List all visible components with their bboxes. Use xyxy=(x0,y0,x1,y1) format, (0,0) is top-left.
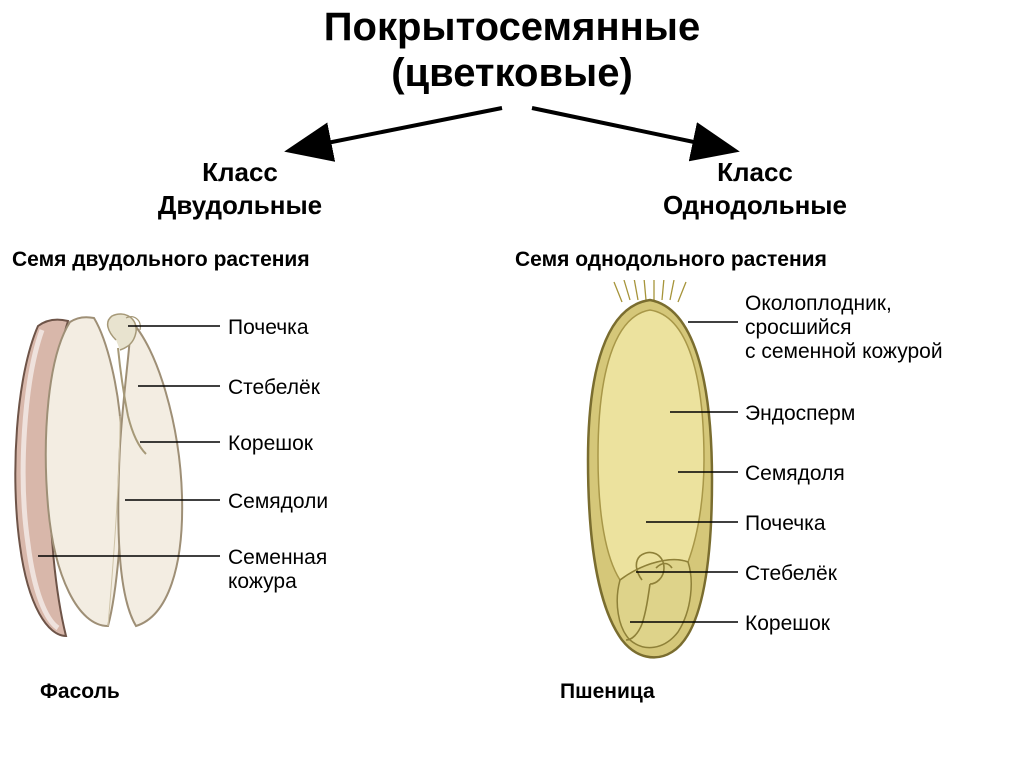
right-class-label: Класс Однодольные xyxy=(615,156,895,221)
title-line-2: (цветковые) xyxy=(0,50,1024,96)
right-label-0: Околоплодник, сросшийся с семенной кожур… xyxy=(745,292,943,364)
bean-cotyledon-left xyxy=(46,317,123,626)
left-class-line1: Класс xyxy=(110,156,370,189)
left-caption: Фасоль xyxy=(40,680,120,704)
branch-arrows xyxy=(232,102,792,162)
left-subtitle: Семя двудольного растения xyxy=(12,248,310,272)
left-class-line2: Двудольные xyxy=(110,189,370,222)
left-label-4: Семенная кожура xyxy=(228,546,327,594)
left-label-2: Корешок xyxy=(228,432,313,456)
right-class-line2: Однодольные xyxy=(615,189,895,222)
right-subtitle: Семя однодольного растения xyxy=(515,248,827,272)
left-label-0: Почечка xyxy=(228,316,309,340)
left-class-label: Класс Двудольные xyxy=(110,156,370,221)
wheat-seed-diagram xyxy=(560,280,760,680)
left-label-1: Стебелёк xyxy=(228,376,320,400)
right-label-4: Стебелёк xyxy=(745,562,837,586)
bean-cotyledon-right xyxy=(118,320,182,626)
right-label-1: Эндосперм xyxy=(745,402,855,426)
right-label-2: Семядоля xyxy=(745,462,845,486)
page-title: Покрытосемянные (цветковые) xyxy=(0,0,1024,96)
left-label-3: Семядоли xyxy=(228,490,328,514)
right-caption: Пшеница xyxy=(560,680,655,704)
wheat-endosperm xyxy=(598,310,704,580)
bean-seed-diagram xyxy=(8,296,228,656)
right-class-line1: Класс xyxy=(615,156,895,189)
right-label-3: Почечка xyxy=(745,512,826,536)
title-line-1: Покрытосемянные xyxy=(0,4,1024,50)
right-label-5: Корешок xyxy=(745,612,830,636)
wheat-bristles xyxy=(614,280,686,302)
